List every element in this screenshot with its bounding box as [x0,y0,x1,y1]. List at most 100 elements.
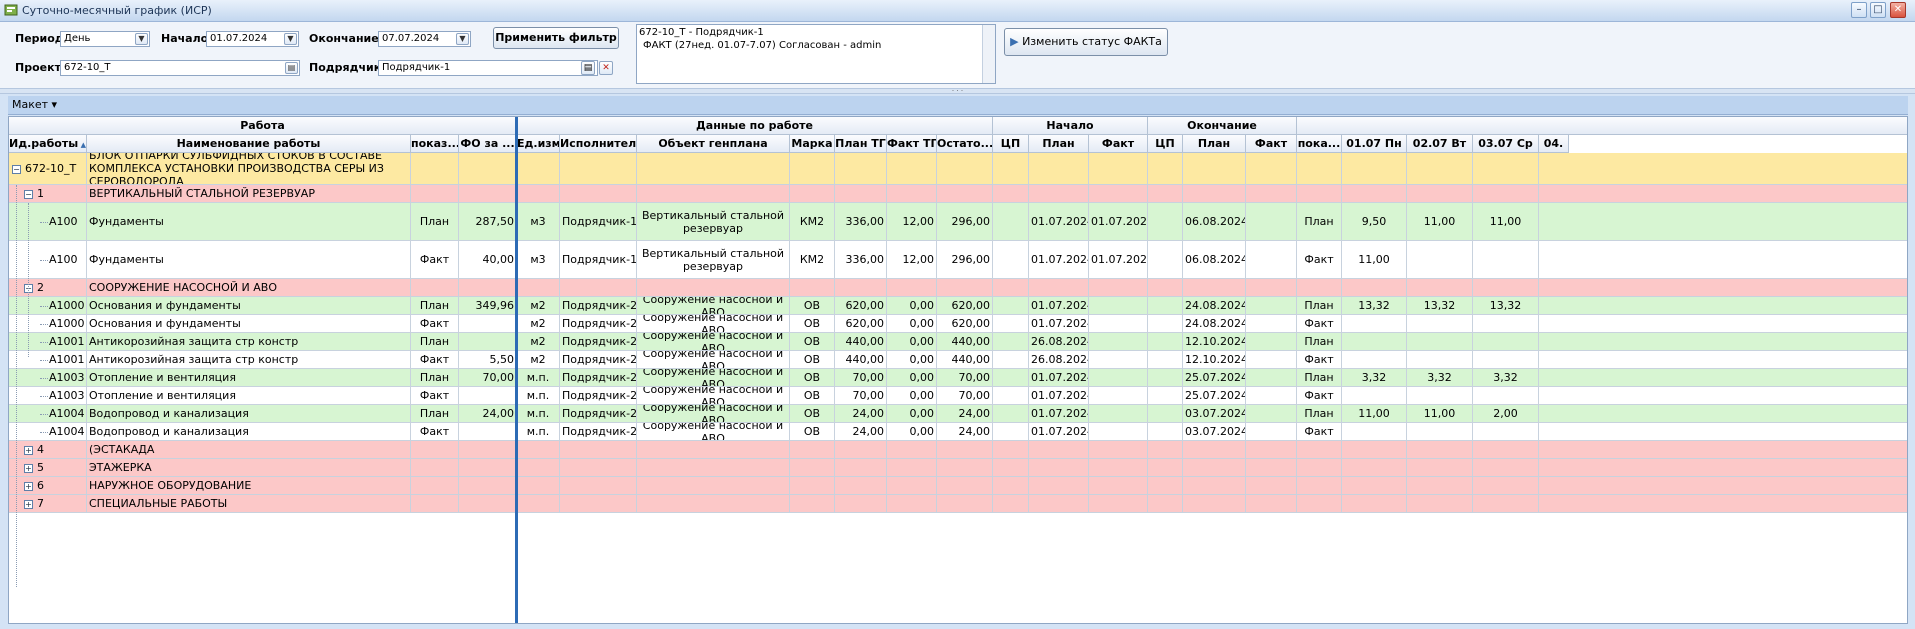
info-scrollbar[interactable] [982,25,995,83]
table-cell[interactable]: Подрядчик-2 [560,405,637,423]
table-cell[interactable]: м.п. [517,423,560,441]
table-cell[interactable] [459,333,517,351]
table-cell[interactable]: 5,50 [459,351,517,369]
clear-icon[interactable]: ✕ [599,61,613,75]
table-cell[interactable] [1148,241,1183,279]
table-cell[interactable] [993,153,1029,185]
table-cell[interactable]: 01.07.2024 [1029,241,1089,279]
table-cell[interactable]: ОВ [790,369,835,387]
table-cell[interactable]: Основания и фундаменты [87,315,411,333]
table-cell[interactable] [1246,279,1297,297]
table-cell[interactable]: 3,32 [1473,369,1539,387]
table-cell[interactable] [1473,459,1539,477]
table-cell[interactable] [1183,495,1246,513]
table-cell[interactable]: 0,00 [887,333,937,351]
table-cell[interactable]: A1004 [9,405,87,423]
table-cell[interactable]: Факт [411,315,459,333]
table-cell[interactable]: 296,00 [937,241,993,279]
chevron-down-icon[interactable]: ▼ [284,33,297,45]
table-cell[interactable] [1089,279,1148,297]
table-cell[interactable] [459,441,517,459]
table-cell[interactable] [887,495,937,513]
table-cell[interactable]: 70,00 [937,387,993,405]
table-cell[interactable]: 9,50 [1342,203,1407,241]
table-cell[interactable]: Отопление и вентиляция [87,387,411,405]
table-cell[interactable] [1342,279,1407,297]
table-cell[interactable] [459,495,517,513]
table-cell[interactable]: м.п. [517,387,560,405]
table-cell[interactable] [517,459,560,477]
table-cell[interactable] [1183,477,1246,495]
table-cell[interactable] [1473,441,1539,459]
table-cell[interactable] [1089,351,1148,369]
table-cell[interactable]: ОВ [790,387,835,405]
table-cell[interactable] [1089,477,1148,495]
table-cell[interactable] [411,153,459,185]
table-cell[interactable]: ЭТАЖЕРКА [87,459,411,477]
table-cell[interactable] [993,241,1029,279]
table-cell[interactable] [1183,279,1246,297]
table-cell[interactable]: 620,00 [835,315,887,333]
table-cell[interactable]: 01.07.2024 [1029,423,1089,441]
table-cell[interactable]: 06.08.2024 [1183,203,1246,241]
table-cell[interactable]: 24,00 [835,405,887,423]
table-cell[interactable] [1407,351,1473,369]
table-cell[interactable] [517,279,560,297]
project-row[interactable]: 672-10_T БЛОК ОТПАРКИ СУЛЬФИДНЫХ СТОКОВ В… [9,153,1907,185]
table-cell[interactable]: Вертикальный стальной резервуар [637,203,790,241]
table-cell[interactable] [560,495,637,513]
table-cell[interactable]: 0,00 [887,351,937,369]
table-cell[interactable] [1148,495,1183,513]
table-cell[interactable] [887,185,937,203]
column-header[interactable]: Факт ТГ [887,135,937,153]
collapse-icon[interactable]: − [24,189,33,199]
table-cell[interactable] [560,185,637,203]
table-cell[interactable] [1407,279,1473,297]
table-cell[interactable] [1407,459,1473,477]
table-cell[interactable]: План [1297,203,1342,241]
table-cell[interactable] [1089,153,1148,185]
table-cell[interactable]: A1001 [9,351,87,369]
table-cell[interactable] [1089,369,1148,387]
table-cell[interactable] [1342,387,1407,405]
table-cell[interactable] [993,423,1029,441]
table-cell[interactable]: Подрядчик-1 [560,241,637,279]
table-cell[interactable] [1342,459,1407,477]
table-cell[interactable]: Подрядчик-1 [560,203,637,241]
table-cell[interactable]: Факт [1297,351,1342,369]
chevron-down-icon[interactable]: ▼ [456,33,469,45]
table-cell[interactable]: Водопровод и канализация [87,405,411,423]
table-cell[interactable]: 0,00 [887,387,937,405]
table-cell[interactable]: ОВ [790,351,835,369]
table-cell[interactable]: 01.07.2024 [1029,297,1089,315]
maximize-button[interactable]: □ [1870,2,1886,18]
table-cell[interactable] [637,153,790,185]
table-cell[interactable] [411,441,459,459]
table-cell[interactable]: м2 [517,333,560,351]
group-row[interactable]: 7 СПЕЦИАЛЬНЫЕ РАБОТЫ + [9,495,1907,513]
table-cell[interactable] [1342,315,1407,333]
table-cell[interactable] [1246,333,1297,351]
table-cell[interactable]: Факт [411,423,459,441]
expand-icon[interactable]: + [24,499,33,509]
table-cell[interactable]: Подрядчик-2 [560,351,637,369]
table-cell[interactable]: 296,00 [937,203,993,241]
table-cell[interactable] [517,441,560,459]
table-cell[interactable]: 0,00 [887,297,937,315]
table-cell[interactable]: 24,00 [459,405,517,423]
table-cell[interactable] [1148,203,1183,241]
column-header[interactable]: показ... [411,135,459,153]
table-cell[interactable]: Факт [1297,387,1342,405]
table-cell[interactable] [1148,333,1183,351]
table-cell[interactable]: Антикорозийная защита стр констр [87,351,411,369]
table-cell[interactable]: Подрядчик-2 [560,297,637,315]
table-cell[interactable] [1473,153,1539,185]
table-cell[interactable] [993,477,1029,495]
table-cell[interactable]: 12.10.2024 [1183,333,1246,351]
table-cell[interactable]: Основания и фундаменты [87,297,411,315]
frozen-column-separator[interactable] [515,117,518,623]
table-cell[interactable] [1473,387,1539,405]
table-cell[interactable]: План [1297,297,1342,315]
table-cell[interactable] [1342,441,1407,459]
table-cell[interactable]: A1003 [9,369,87,387]
